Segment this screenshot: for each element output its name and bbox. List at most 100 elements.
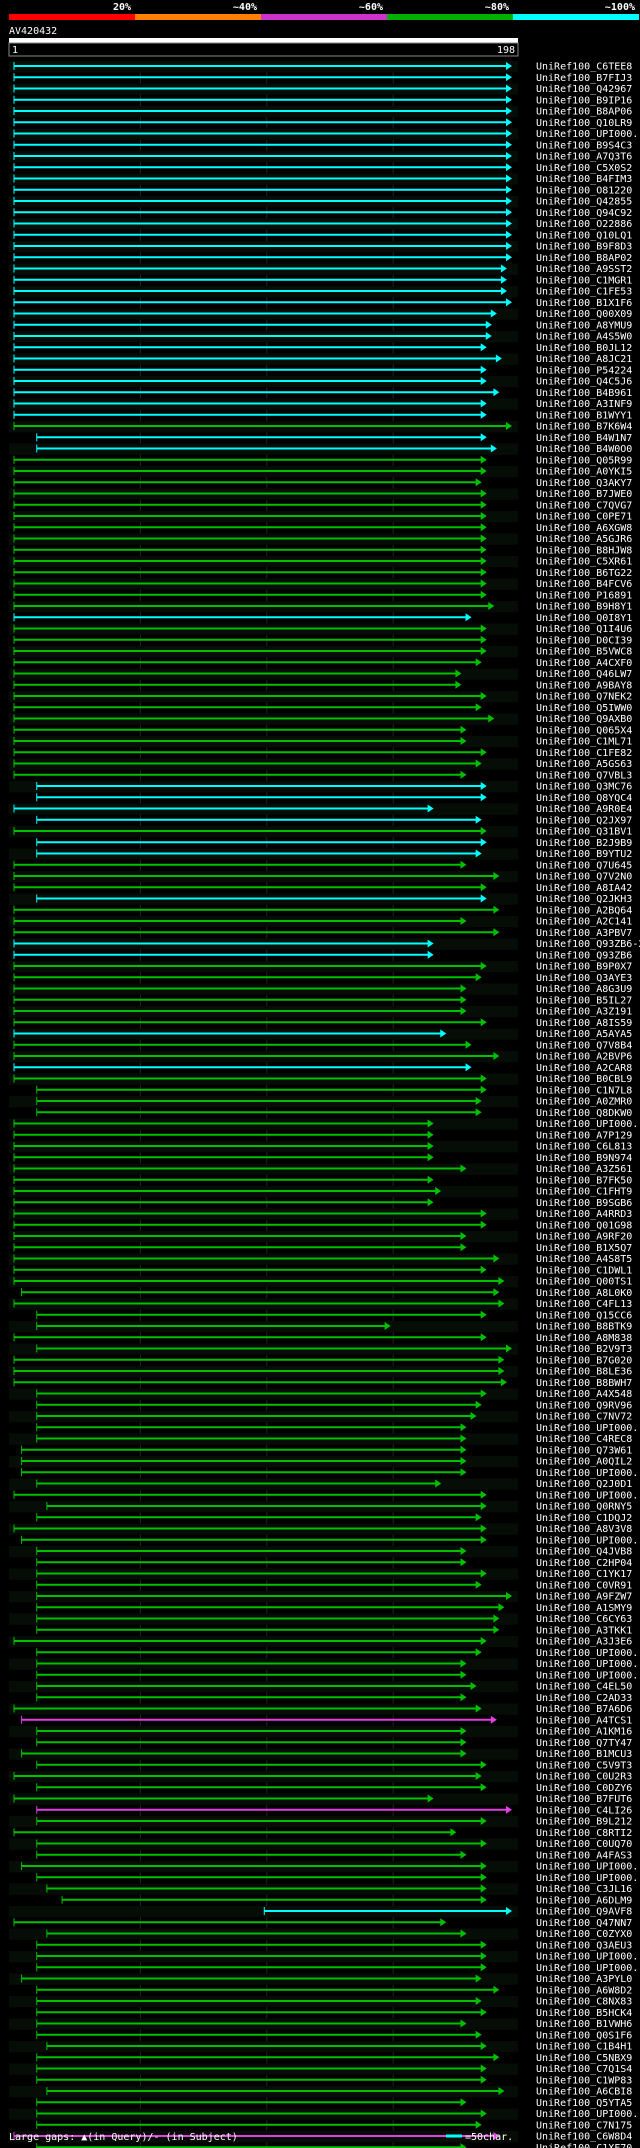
hit-label[interactable]: UniRef100_A9FZW7 [536, 1592, 632, 1603]
hit-row[interactable]: UniRef100_A8V3V8 [9, 1523, 632, 1536]
hit-row[interactable]: UniRef100_A0YKI5 [9, 466, 632, 478]
hit-label[interactable]: UniRef100_Q7NEK2 [536, 692, 632, 703]
hit-row[interactable]: UniRef100_B8BTK9 [9, 1321, 632, 1333]
hit-label[interactable]: UniRef100_B7FUT6 [536, 1794, 632, 1805]
hit-row[interactable]: UniRef100_Q7NEK2 [9, 691, 632, 703]
hit-label[interactable]: UniRef100_B9H8Y1 [536, 602, 632, 613]
hit-label[interactable]: UniRef100_B5HCK4 [536, 2008, 632, 2019]
hit-row[interactable]: UniRef100_A8JC21 [9, 353, 632, 366]
hit-label[interactable]: UniRef100_Q10LQ1 [536, 230, 632, 241]
hit-row[interactable]: UniRef100_B7G020 [13, 1355, 632, 1366]
hit-row[interactable]: UniRef100_Q00TS1 [9, 1276, 632, 1288]
hit-row[interactable]: UniRef100_Q00X09 [9, 308, 632, 321]
hit-label[interactable]: UniRef100_A0ZMR0 [536, 1097, 632, 1108]
hit-row[interactable]: UniRef100_A8IA42 [13, 883, 632, 894]
hit-row[interactable]: UniRef100_A0QIL2 [9, 1456, 632, 1468]
hit-label[interactable]: UniRef100_Q2JX97 [536, 815, 632, 826]
hit-row[interactable]: UniRef100_A9FZW7 [9, 1591, 632, 1603]
hit-label[interactable]: UniRef100_A3PYL0 [536, 1974, 632, 1985]
hit-row[interactable]: UniRef100_B1MCU3 [9, 1748, 632, 1761]
hit-row[interactable]: UniRef100_C4REC8 [9, 1433, 632, 1446]
hit-label[interactable]: UniRef100_C1MGR1 [536, 275, 632, 286]
hit-row[interactable]: UniRef100_A3PBV7 [13, 928, 632, 939]
hit-row[interactable]: UniRef100_C0U2R3 [9, 1771, 632, 1783]
hit-row[interactable]: UniRef100_A6W8D2 [36, 1985, 633, 1996]
hit-label[interactable]: UniRef100_B9SGB6 [536, 1198, 632, 1209]
hit-row[interactable]: UniRef100_A8IS59 [13, 1018, 632, 1029]
hit-label[interactable]: UniRef100_Q3AYE3 [536, 973, 632, 984]
hit-row[interactable]: UniRef100_Q2JKH3 [9, 893, 632, 906]
hit-label[interactable]: UniRef100_P54224 [536, 365, 632, 376]
hit-label[interactable]: UniRef100_Q5IWW0 [536, 703, 632, 714]
hit-label[interactable]: UniRef100_C1N7L8 [536, 1085, 632, 1096]
hit-row[interactable]: UniRef100_C7NV72 [9, 1411, 632, 1423]
hit-label[interactable]: UniRef100_B7FIJ3 [536, 73, 632, 84]
hit-row[interactable]: UniRef100_Q93ZB6-2 [9, 938, 640, 951]
hit-label[interactable]: UniRef100_B4W1N7 [536, 433, 632, 444]
hit-row[interactable]: UniRef100_UPI000... [13, 1490, 640, 1501]
hit-label[interactable]: UniRef100_Q3AEU3 [536, 1940, 632, 1951]
hit-label[interactable]: UniRef100_C5V9T3 [536, 1760, 632, 1771]
hit-row[interactable]: UniRef100_A6DLM9 [61, 1895, 632, 1906]
hit-label[interactable]: UniRef100_Q47NN7 [536, 1918, 632, 1929]
hit-label[interactable]: UniRef100_C1DWL1 [536, 1265, 632, 1276]
hit-label[interactable]: UniRef100_A3Z561 [536, 1164, 632, 1175]
hit-label[interactable]: UniRef100_A7Q3T6 [536, 152, 632, 163]
hit-label[interactable]: UniRef100_C4EL50 [536, 1682, 632, 1693]
hit-row[interactable]: UniRef100_C7N175 [36, 2120, 633, 2131]
hit-row[interactable]: UniRef100_UPI000... [9, 1658, 640, 1671]
hit-row[interactable]: UniRef100_Q7VBL3 [13, 770, 632, 781]
hit-row[interactable]: UniRef100_Q7U645 [13, 860, 632, 871]
hit-label[interactable]: UniRef100_B1WYY1 [536, 410, 632, 421]
hit-row[interactable]: UniRef100_O22886 [9, 218, 632, 231]
hit-row[interactable]: UniRef100_B5VWC8 [9, 646, 632, 658]
hit-row[interactable]: UniRef100_A2CAR8 [13, 1063, 632, 1074]
hit-label[interactable]: UniRef100_Q9RV96 [536, 1400, 632, 1411]
hit-row[interactable]: UniRef100_C1DQJ2 [36, 1513, 633, 1524]
hit-label[interactable]: UniRef100_UPI000... [536, 1873, 640, 1884]
hit-label[interactable]: UniRef100_Q3AKY7 [536, 478, 632, 489]
hit-row[interactable]: UniRef100_C0VR91 [36, 1580, 633, 1591]
hit-row[interactable]: UniRef100_A5GS63 [9, 758, 632, 771]
hit-label[interactable]: UniRef100_C0ZYX0 [536, 1929, 632, 1940]
hit-label[interactable]: UniRef100_A2CAR8 [536, 1063, 632, 1074]
hit-row[interactable]: UniRef100_A4S5W0 [9, 331, 632, 343]
hit-label[interactable]: UniRef100_A7P129 [536, 1130, 632, 1141]
hit-label[interactable]: UniRef100_Q4C5J6 [536, 377, 632, 388]
hit-row[interactable]: UniRef100_A6XGW8 [13, 523, 632, 534]
hit-row[interactable]: UniRef100_C1N7L8 [36, 1085, 633, 1096]
hit-row[interactable]: UniRef100_C1YK17 [9, 1568, 632, 1581]
hit-row[interactable]: UniRef100_B9SGB6 [13, 1198, 632, 1209]
hit-label[interactable]: UniRef100_Q9AXB0 [536, 714, 632, 725]
hit-row[interactable]: UniRef100_C7QVG7 [13, 500, 632, 511]
hit-row[interactable]: UniRef100_A5AYA5 [9, 1028, 632, 1041]
hit-row[interactable]: UniRef100_Q47NN7 [13, 1918, 632, 1929]
hit-label[interactable]: UniRef100_B7FK50 [536, 1175, 632, 1186]
hit-label[interactable]: UniRef100_A8V3V8 [536, 1524, 632, 1535]
hit-row[interactable]: UniRef100_B0CBL9 [9, 1073, 632, 1086]
hit-label[interactable]: UniRef100_C7Q1S4 [536, 2064, 632, 2075]
hit-label[interactable]: UniRef100_A4CXF0 [536, 658, 632, 669]
hit-label[interactable]: UniRef100_Q94C92 [536, 208, 632, 219]
hit-row[interactable]: UniRef100_Q4C5J6 [9, 376, 632, 388]
hit-label[interactable]: UniRef100_A8YMU9 [536, 320, 632, 331]
hit-row[interactable]: UniRef100_Q9AXB0 [9, 713, 632, 726]
hit-label[interactable]: UniRef100_O81220 [536, 185, 632, 196]
hit-label[interactable]: UniRef100_C0UQ70 [536, 1839, 632, 1850]
hit-row[interactable]: UniRef100_Q4JVB8 [9, 1546, 632, 1558]
hit-label[interactable]: UniRef100_A8G3U9 [536, 984, 632, 995]
hit-label[interactable]: UniRef100_A3INF9 [536, 399, 632, 410]
hit-row[interactable]: UniRef100_A1SMY9 [36, 1603, 633, 1614]
hit-label[interactable]: UniRef100_Q42967 [536, 84, 632, 95]
hit-row[interactable]: UniRef100_C4FL13 [9, 1298, 632, 1311]
hit-label[interactable]: UniRef100_B9P0X7 [536, 962, 632, 973]
hit-label[interactable]: UniRef100_A9SST2 [536, 264, 632, 275]
hit-row[interactable]: UniRef100_Q5YTA5 [36, 2098, 633, 2109]
hit-row[interactable]: UniRef100_A5GJR6 [9, 533, 632, 546]
hit-row[interactable]: UniRef100_C8NX83 [9, 1996, 632, 2008]
hit-row[interactable]: UniRef100_Q3MC76 [9, 781, 632, 793]
hit-label[interactable]: UniRef100_B7JWE0 [536, 489, 632, 500]
hit-row[interactable]: UniRef100_A3Z561 [9, 1163, 632, 1176]
hit-row[interactable]: UniRef100_A1KM16 [9, 1726, 632, 1738]
hit-label[interactable]: UniRef100_Q42855 [536, 197, 632, 208]
